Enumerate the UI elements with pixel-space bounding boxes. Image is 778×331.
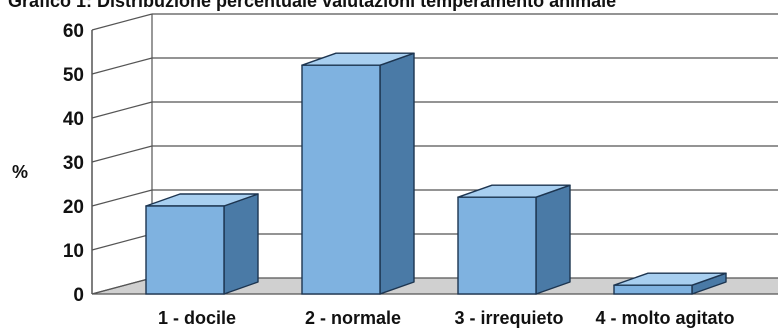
gridline-side xyxy=(91,57,153,75)
gridline-side xyxy=(91,13,153,31)
x-tick-label: 1 - docile xyxy=(158,308,236,328)
bars xyxy=(145,52,727,295)
bar xyxy=(613,272,727,295)
bar-front xyxy=(145,205,225,295)
gridline-side xyxy=(91,189,153,207)
bar-front xyxy=(301,64,381,295)
y-tick-label: 10 xyxy=(63,241,84,262)
y-tick-label: 20 xyxy=(63,197,84,218)
y-axis-label: % xyxy=(12,162,28,182)
bar-front xyxy=(457,196,537,295)
chart-floor xyxy=(92,278,778,294)
bar-side xyxy=(535,184,571,295)
bar xyxy=(301,52,415,295)
x-tick-label: 3 - irrequieto xyxy=(454,308,563,328)
bar-side xyxy=(379,52,415,295)
bar-front xyxy=(613,284,693,295)
bar xyxy=(145,193,259,295)
y-axis: 0 10 20 30 40 50 60 xyxy=(63,21,84,306)
gridline-side xyxy=(91,233,153,251)
gridline-side xyxy=(91,101,153,119)
x-tick-label: 2 - normale xyxy=(305,308,401,328)
y-tick-label: 30 xyxy=(63,153,84,174)
y-tick-label: 40 xyxy=(63,109,84,130)
gridline-side xyxy=(91,145,153,163)
chart-title: Grafico 1: Distribuzione percentuale val… xyxy=(8,0,616,11)
floor-side-edge xyxy=(91,277,153,295)
y-tick-label: 50 xyxy=(63,65,84,86)
bar-side xyxy=(223,193,259,295)
y-tick-label: 60 xyxy=(63,21,84,42)
x-axis: 1 - docile 2 - normale 3 - irrequieto 4 - m… xyxy=(158,308,735,328)
y-tick-label: 0 xyxy=(73,285,84,306)
x-tick-label: 4 - molto agitato xyxy=(596,308,735,328)
bar xyxy=(457,184,571,295)
